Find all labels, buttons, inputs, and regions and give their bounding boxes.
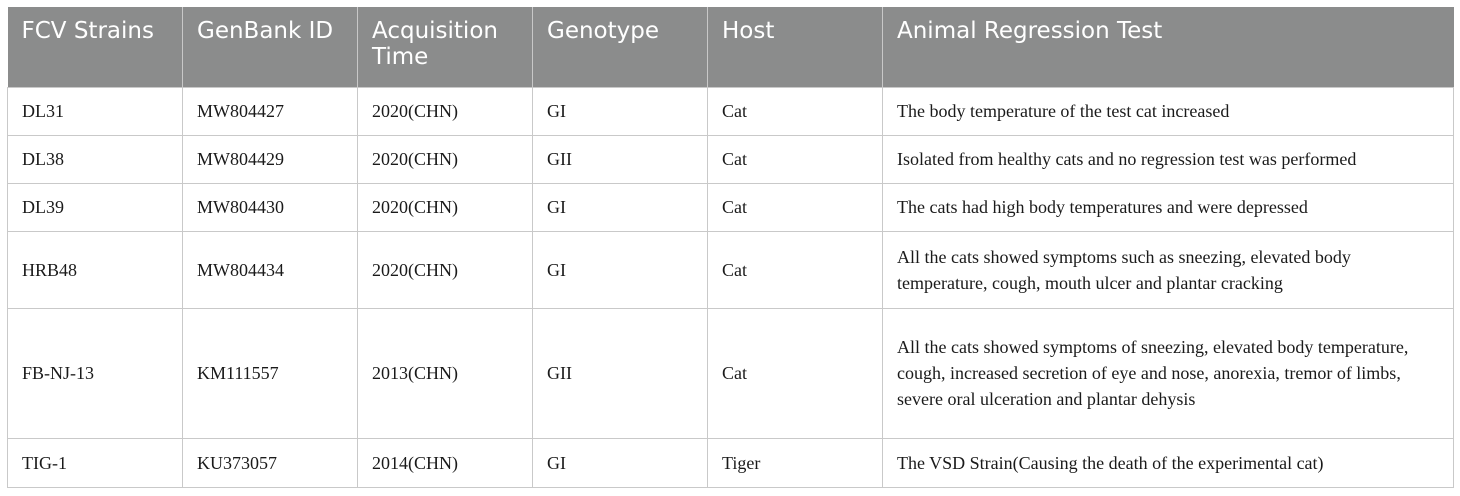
cell-regression-test: The cats had high body temperatures and … [882,182,1454,232]
cell-regression-test: All the cats showed symptoms of sneezing… [882,307,1454,439]
header-fcv-strains: FCV Strains [21,18,154,44]
cell-genotype: GII [532,134,708,184]
table-body: DL31 MW804427 2020(CHN) GI Cat The body … [7,86,1454,488]
fcv-strains-table: FCV Strains GenBank ID Acquisition Time … [7,7,1454,488]
cell-host: Cat [707,182,883,232]
cell-host: Cat [707,230,883,309]
cell-acquisition-time: 2020(CHN) [357,134,533,184]
table-row: DL31 MW804427 2020(CHN) GI Cat The body … [7,86,1454,136]
table-row: TIG-1 KU373057 2014(CHN) GI Tiger The VS… [7,437,1454,488]
cell-regression-test: The body temperature of the test cat inc… [882,86,1454,136]
cell-strain: FB-NJ-13 [7,307,183,439]
header-animal-regression-test: Animal Regression Test [882,7,1454,87]
table-row: HRB48 MW804434 2020(CHN) GI Cat All the … [7,230,1454,309]
cell-genbank-id: KU373057 [182,437,358,488]
cell-acquisition-time: 2014(CHN) [357,437,533,488]
header-genotype: Genotype [532,7,708,87]
cell-strain: DL31 [7,86,183,136]
cell-regression-test: The VSD Strain(Causing the death of the … [882,437,1454,488]
cell-strain: HRB48 [7,230,183,309]
cell-regression-test: Isolated from healthy cats and no regres… [882,134,1454,184]
cell-genotype: GI [532,182,708,232]
cell-genbank-id: MW804427 [182,86,358,136]
cell-genbank-id: MW804429 [182,134,358,184]
cell-genotype: GII [532,307,708,439]
table-row: DL39 MW804430 2020(CHN) GI Cat The cats … [7,182,1454,232]
header-genbank-id: GenBank ID [182,7,358,87]
cell-acquisition-time: 2020(CHN) [357,182,533,232]
cell-genotype: GI [532,86,708,136]
cell-genbank-id: KM111557 [182,307,358,439]
cell-acquisition-time: 2013(CHN) [357,307,533,439]
header-acquisition-time: Acquisition Time [357,7,533,87]
header-host: Host [707,7,883,87]
cell-host: Cat [707,307,883,439]
cell-host: Tiger [707,437,883,488]
header-row: FCV Strains GenBank ID Acquisition Time … [7,7,1454,87]
cell-acquisition-time: 2020(CHN) [357,86,533,136]
cell-host: Cat [707,86,883,136]
cell-regression-test: All the cats showed symptoms such as sne… [882,230,1454,309]
cell-strain: DL39 [7,182,183,232]
cell-strain: TIG-1 [7,437,183,488]
cell-acquisition-time: 2020(CHN) [357,230,533,309]
cell-genotype: GI [532,437,708,488]
cell-genbank-id: MW804434 [182,230,358,309]
table-row: FB-NJ-13 KM111557 2013(CHN) GII Cat All … [7,307,1454,439]
cell-genbank-id: MW804430 [182,182,358,232]
table-header: FCV Strains GenBank ID Acquisition Time … [7,7,1454,87]
cell-genotype: GI [532,230,708,309]
cell-strain: DL38 [7,134,183,184]
table-row: DL38 MW804429 2020(CHN) GII Cat Isolated… [7,134,1454,184]
cell-host: Cat [707,134,883,184]
